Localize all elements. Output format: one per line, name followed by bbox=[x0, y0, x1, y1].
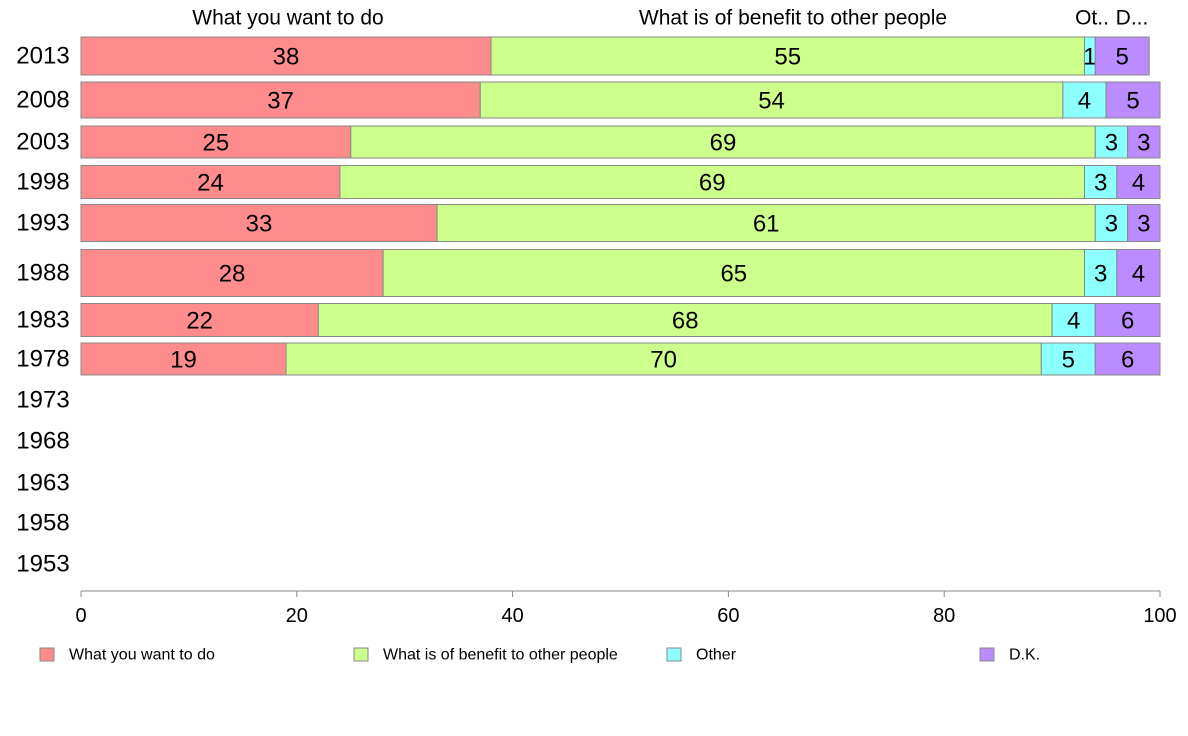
data-label: 4 bbox=[1067, 308, 1080, 335]
data-label: 22 bbox=[186, 308, 213, 335]
data-label: 3 bbox=[1137, 211, 1150, 238]
bar-segment bbox=[1062, 81, 1107, 119]
legend-label: What is of benefit to other people bbox=[383, 647, 618, 664]
data-label: 19 bbox=[170, 347, 197, 374]
data-label: 69 bbox=[699, 170, 726, 197]
data-label: 3 bbox=[1105, 130, 1118, 157]
bar-segment bbox=[1116, 249, 1161, 297]
legend-item: Other bbox=[666, 647, 737, 664]
year-label: 1978 bbox=[16, 346, 69, 373]
data-label: 3 bbox=[1094, 261, 1107, 288]
x-tick-label: 0 bbox=[75, 605, 86, 627]
bar-segment bbox=[285, 342, 1042, 376]
x-tick-label: 60 bbox=[717, 605, 739, 627]
year-label: 1973 bbox=[16, 387, 69, 414]
x-axis: 0 20 40 60 80 100 bbox=[75, 590, 1177, 627]
data-label: 5 bbox=[1116, 44, 1129, 71]
bar-segment bbox=[80, 342, 287, 376]
legend-swatch bbox=[979, 647, 995, 662]
legend-swatch bbox=[39, 647, 55, 662]
bar-segment bbox=[490, 36, 1085, 76]
data-label: 3 bbox=[1105, 211, 1118, 238]
data-label: 5 bbox=[1126, 88, 1139, 115]
bar-segment bbox=[1094, 36, 1150, 76]
data-label: 1 bbox=[1083, 44, 1096, 71]
bar-segment bbox=[80, 36, 492, 76]
data-label: 6 bbox=[1121, 347, 1134, 374]
legend-swatch bbox=[353, 647, 369, 662]
year-labels: 2013 2008 2003 1998 1993 1988 1983 1978 1973 1968… bbox=[16, 43, 69, 578]
year-label: 1988 bbox=[16, 260, 69, 287]
year-label: 1968 bbox=[16, 428, 69, 455]
x-tick-label: 100 bbox=[1143, 605, 1176, 627]
column-header: What is of benefit to other people bbox=[639, 7, 947, 30]
data-label: 5 bbox=[1062, 347, 1075, 374]
bar-segment bbox=[1094, 303, 1161, 337]
bar-segment bbox=[1127, 125, 1161, 159]
x-tick-label: 20 bbox=[286, 605, 308, 627]
bar-segment bbox=[479, 81, 1064, 119]
bar-segment bbox=[1116, 165, 1161, 199]
data-label: 25 bbox=[203, 130, 230, 157]
data-label: 70 bbox=[650, 347, 677, 374]
bar-segment bbox=[80, 303, 319, 337]
column-header: Ot.. bbox=[1075, 7, 1109, 30]
bar-segment bbox=[80, 125, 352, 159]
data-label: 3 bbox=[1137, 130, 1150, 157]
bar-segment bbox=[350, 125, 1096, 159]
legend-item: What you want to do bbox=[39, 647, 215, 664]
data-label: 4 bbox=[1132, 170, 1145, 197]
column-headers: What you want to do What is of benefit to… bbox=[192, 7, 1148, 30]
column-header: D... bbox=[1116, 7, 1149, 30]
year-label: 2003 bbox=[16, 129, 69, 156]
bars: 38 55 1 537 54 4 525 69 3 324 69 3 433 61 3 328 65 3 422 68… bbox=[80, 36, 1161, 376]
year-label: 1993 bbox=[16, 210, 69, 237]
legend-item: D.K. bbox=[979, 647, 1040, 664]
legend: What you want to do What is of benefit to… bbox=[39, 647, 1040, 664]
data-label: 4 bbox=[1132, 261, 1145, 288]
legend-item: What is of benefit to other people bbox=[353, 647, 618, 664]
legend-label: What you want to do bbox=[69, 647, 215, 664]
data-label: 68 bbox=[672, 308, 699, 335]
year-label: 2008 bbox=[16, 87, 69, 114]
data-label: 3 bbox=[1094, 170, 1107, 197]
data-label: 37 bbox=[267, 88, 294, 115]
bar-segment bbox=[1105, 81, 1161, 119]
year-label: 1958 bbox=[16, 510, 69, 537]
data-label: 54 bbox=[758, 88, 785, 115]
x-tick-label: 40 bbox=[501, 605, 523, 627]
data-label: 61 bbox=[753, 211, 780, 238]
year-label: 2013 bbox=[16, 43, 69, 70]
data-label: 69 bbox=[710, 130, 737, 157]
data-label: 28 bbox=[219, 261, 246, 288]
x-tick-label: 80 bbox=[933, 605, 955, 627]
column-header: What you want to do bbox=[192, 7, 383, 30]
data-label: 33 bbox=[246, 211, 273, 238]
year-label: 1998 bbox=[16, 169, 69, 196]
bar-segment bbox=[1094, 342, 1161, 376]
bar-segment bbox=[317, 303, 1053, 337]
year-label: 1963 bbox=[16, 470, 69, 497]
bar-segment bbox=[1083, 165, 1118, 199]
data-label: 4 bbox=[1078, 88, 1091, 115]
bar-segment bbox=[1040, 342, 1096, 376]
data-label: 55 bbox=[774, 44, 801, 71]
legend-label: D.K. bbox=[1009, 647, 1040, 664]
year-label: 1983 bbox=[16, 307, 69, 334]
legend-label: Other bbox=[696, 647, 737, 664]
year-label: 1953 bbox=[16, 551, 69, 578]
data-label: 38 bbox=[273, 44, 300, 71]
bar-segment bbox=[1094, 204, 1129, 242]
bar-segment bbox=[1127, 204, 1161, 242]
data-label: 24 bbox=[197, 170, 224, 197]
bar-segment bbox=[1094, 125, 1129, 159]
bar-segment bbox=[80, 165, 341, 199]
data-label: 65 bbox=[720, 261, 747, 288]
bar-segment bbox=[339, 165, 1085, 199]
legend-swatch bbox=[666, 647, 682, 662]
data-label: 6 bbox=[1121, 308, 1134, 335]
